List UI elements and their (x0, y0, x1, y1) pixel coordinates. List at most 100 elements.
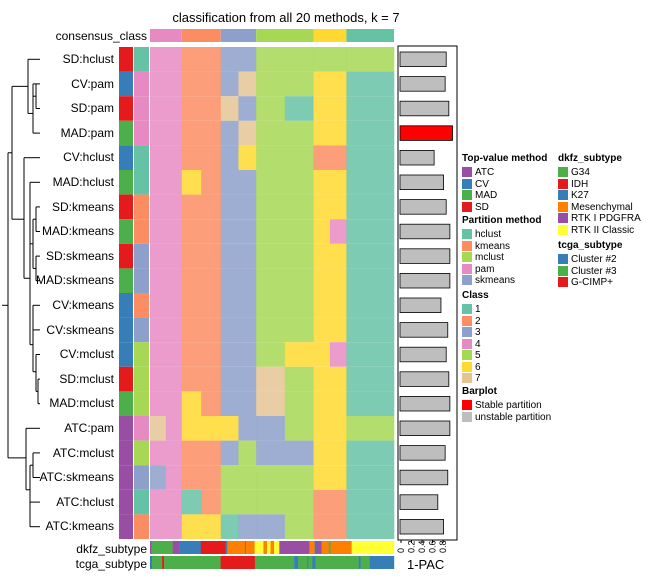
heatmap-cell (256, 416, 286, 441)
heatmap-cell (165, 465, 183, 490)
heatmap-cell (313, 243, 347, 269)
legend-swatch (558, 254, 568, 264)
heatmap-cell (346, 293, 395, 318)
dkfz-subtype-cell (263, 541, 268, 554)
tcga-subtype-cell (360, 556, 371, 569)
partition-method-cell (134, 514, 149, 539)
heatmap-cell (220, 342, 257, 367)
heatmap-cell (220, 416, 239, 441)
legend-label: G-CIMP+ (571, 277, 613, 288)
legend-swatch (462, 327, 472, 337)
heatmap-cell (256, 194, 314, 220)
tcga-subtype-cell (150, 556, 153, 569)
partition-method-cell (134, 71, 149, 97)
heatmap-cell (238, 145, 257, 170)
heatmap-cell (284, 391, 314, 416)
row-label: SD:skmeans (45, 248, 114, 263)
legend-title: Barplot (462, 386, 497, 397)
row-label: CV:mclust (59, 347, 114, 362)
heatmap-cell (181, 47, 222, 72)
heatmap-cell (313, 489, 347, 515)
legend-swatch (558, 224, 568, 235)
legend-label: pam (475, 263, 495, 275)
pac-bar (399, 100, 450, 117)
legend-label: 6 (475, 361, 481, 373)
top-value-method-cell (119, 366, 133, 392)
heatmap-cell (150, 416, 167, 441)
legend-label: 7 (475, 373, 481, 384)
legend-item: 3 (462, 327, 582, 338)
partition-method-cell (134, 342, 149, 367)
legend-swatch (558, 190, 568, 200)
row-label: CV:pam (71, 76, 114, 91)
heatmap-cell (313, 342, 331, 367)
pac-bar (399, 469, 449, 486)
heatmap-cell (220, 293, 257, 318)
legend-title: tcga_subtype (558, 240, 623, 251)
heatmap-cell (201, 170, 222, 195)
heatmap-cell (150, 120, 183, 146)
top-value-method-cell (119, 465, 133, 490)
legend-swatch (462, 304, 472, 314)
legend-title: Class (462, 290, 489, 301)
heatmap-cell (238, 440, 257, 466)
legend-label: CV (475, 178, 489, 190)
legend-label: Cluster #2 (571, 254, 617, 265)
legend-label: RTK I PDGFRA (571, 213, 641, 224)
legend-item: RTK II Classic (558, 224, 648, 236)
legend-item: 5 (462, 350, 582, 361)
axis-tick-label: 0.4 (417, 540, 427, 553)
row-label: SD:kmeans (51, 199, 114, 214)
heatmap-cell (181, 293, 222, 318)
pac-bar (399, 395, 451, 412)
heatmap-cell (256, 342, 286, 367)
top-value-method-cell (119, 489, 133, 515)
row-label: CV:hclust (63, 150, 114, 165)
top-value-method-cell (119, 47, 133, 72)
heatmap-cell (181, 391, 202, 416)
legend-swatch (558, 167, 568, 177)
dkfz-subtype-cell (227, 541, 246, 554)
legend-item: Mesenchymal (558, 201, 648, 213)
pac-bar (399, 445, 446, 461)
heatmap-cell (313, 465, 347, 490)
heatmap-cell (150, 391, 183, 416)
heatmap-cell (220, 170, 257, 195)
heatmap-cell (150, 514, 183, 539)
tcga-subtype-cell (294, 556, 299, 569)
row-label: MAD:mclust (49, 396, 114, 411)
heatmap-cell (238, 96, 257, 121)
legend-label: G34 (571, 167, 590, 178)
heatmap-cell (181, 489, 202, 515)
pac-bar (399, 174, 444, 191)
heatmap-cell (150, 71, 183, 97)
legend-item: IDH (558, 178, 648, 190)
dkfz-subtype-cell (279, 541, 310, 554)
tcga-subtype-cell (298, 556, 308, 569)
row-label: ATC:kmeans (45, 519, 114, 534)
heatmap-cell (150, 342, 183, 367)
heatmap-cell (181, 170, 202, 195)
heatmap-cell (220, 391, 257, 416)
legend-item: CV (462, 178, 582, 190)
heatmap-cell (220, 440, 239, 466)
heatmap-cell (181, 465, 222, 490)
heatmap-cell (220, 489, 257, 515)
heatmap-cell (181, 514, 222, 539)
heatmap-cell (346, 120, 395, 146)
tcga-subtype-label: tcga_subtype (75, 557, 147, 571)
tcga-subtype-cell (220, 556, 256, 569)
dkfz-subtype-cell (150, 541, 152, 554)
legend-label: skmeans (475, 275, 516, 286)
partition-method-cell (134, 268, 149, 293)
heatmap-cell (181, 120, 222, 146)
legend-swatch (462, 263, 472, 274)
pac-bar (399, 51, 447, 68)
legend-label: kmeans (475, 240, 511, 252)
heatmap-cell (346, 416, 395, 441)
legend-item: Cluster #2 (558, 254, 648, 265)
pac-bar (399, 346, 447, 363)
heatmap-cell (256, 243, 314, 269)
dkfz-subtype-cell (245, 541, 255, 554)
heatmap-cell (346, 342, 395, 367)
